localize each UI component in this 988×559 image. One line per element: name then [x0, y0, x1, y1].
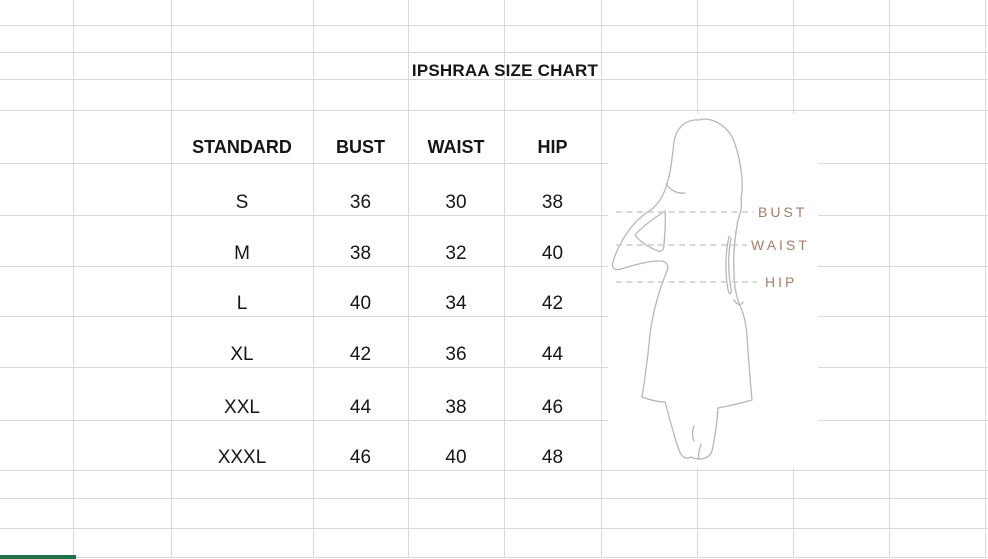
row-xxxl-size: XXXL — [217, 447, 267, 468]
row-l-waist: 34 — [445, 293, 467, 314]
gridline-horizontal — [0, 25, 988, 26]
row-xxxl-bust: 46 — [349, 447, 372, 468]
row-s-waist: 30 — [445, 192, 467, 213]
row-m-waist: 32 — [445, 243, 467, 264]
row-l-bust: 40 — [349, 293, 372, 314]
row-l-hip: 42 — [541, 293, 564, 314]
size-table: STANDARD BUST WAIST HIP S 36 30 38 M 38 … — [171, 110, 601, 470]
gridline-vertical — [889, 0, 890, 557]
row-s-size: S — [235, 192, 249, 213]
row-xl-waist: 36 — [445, 344, 467, 365]
row-l-size: L — [236, 293, 248, 314]
gridline-horizontal — [0, 557, 988, 558]
arm-sliver — [725, 235, 732, 295]
gridline-vertical — [985, 0, 986, 557]
female-silhouette-illustration: BUST WAIST HIP — [611, 118, 810, 460]
row-s-hip: 38 — [541, 192, 564, 213]
sheet-corner-green-bar — [0, 555, 76, 559]
arm-gap — [634, 210, 667, 252]
row-xxxl-waist: 40 — [445, 447, 467, 468]
gridline-vertical — [313, 0, 314, 557]
gridline-vertical — [73, 0, 74, 557]
row-xl-hip: 44 — [541, 344, 564, 365]
row-xxxl-hip: 48 — [541, 447, 564, 468]
gridline-horizontal — [0, 110, 988, 111]
header-standard: STANDARD — [192, 137, 292, 157]
gridline-horizontal — [0, 163, 988, 164]
header-bust: BUST — [336, 137, 385, 157]
row-xxl-waist: 38 — [445, 397, 467, 418]
gridline-horizontal — [0, 215, 988, 216]
silhouette-outline — [611, 118, 753, 460]
header-waist: WAIST — [427, 137, 485, 157]
row-xxl-bust: 44 — [349, 397, 372, 418]
gridline-horizontal — [0, 79, 988, 80]
gridline-horizontal — [0, 367, 988, 368]
hand-line — [733, 299, 744, 306]
header-hip: HIP — [537, 137, 568, 157]
gridline-horizontal — [0, 528, 988, 529]
gridline-horizontal — [0, 52, 988, 53]
row-xxl-size: XXL — [224, 397, 260, 418]
bust-label: BUST — [758, 204, 807, 220]
gridline-horizontal — [0, 420, 988, 421]
row-xl-size: XL — [230, 344, 254, 365]
row-xxl-hip: 46 — [541, 397, 564, 418]
row-m-size: M — [234, 243, 250, 264]
leg-mark — [691, 425, 695, 442]
gridline-vertical — [504, 0, 505, 557]
chin-line — [665, 183, 686, 194]
row-s-bust: 36 — [349, 192, 372, 213]
measurement-figure-image: BUST WAIST HIP — [608, 114, 818, 468]
foot-mark — [697, 443, 702, 460]
row-m-bust: 38 — [349, 243, 372, 264]
gridline-vertical — [601, 0, 602, 557]
waist-label: WAIST — [751, 237, 810, 253]
gridline-horizontal — [0, 316, 988, 317]
hip-label: HIP — [765, 274, 797, 290]
gridline-horizontal — [0, 266, 988, 267]
size-chart-title: IPSHRAA SIZE CHART — [411, 61, 599, 80]
gridline-horizontal — [0, 498, 988, 499]
gridline-horizontal — [0, 470, 988, 471]
gridline-vertical — [408, 0, 409, 557]
gridline-vertical — [171, 0, 172, 557]
row-m-hip: 40 — [541, 243, 564, 264]
row-xl-bust: 42 — [349, 344, 372, 365]
